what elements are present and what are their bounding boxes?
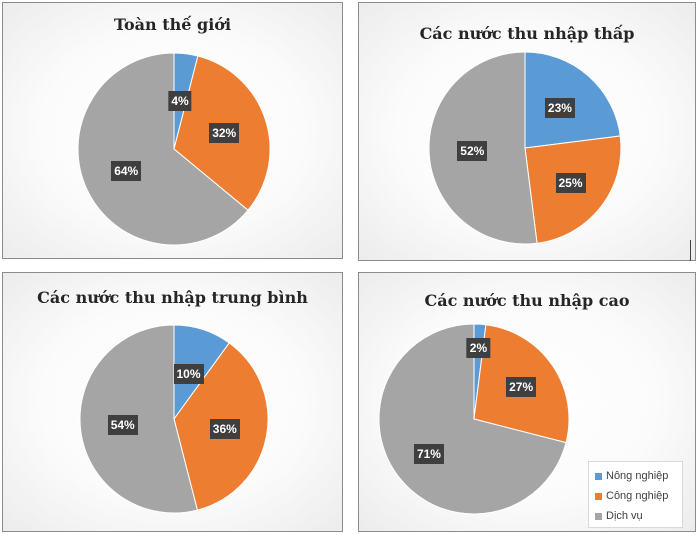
legend-item-dich-vu: Dịch vụ [595, 506, 682, 526]
chart-panel-world: Toàn thế giới 4% 32% 64% [2, 2, 343, 259]
pie-slice-dich-vu [378, 323, 567, 515]
data-label: 54% [107, 415, 138, 436]
legend-label: Dịch vụ [606, 510, 643, 522]
chart-title: Các nước thu nhập trung bình [37, 288, 308, 307]
legend-item-cong-nghiep: Công nghiệp [595, 486, 682, 506]
legend-item-nong-nghiep: Nông nghiệp [595, 466, 682, 486]
legend-swatch [595, 512, 602, 520]
pie-slice-dich-vu [79, 324, 198, 514]
data-label: 23% [544, 98, 575, 119]
chart-title: Các nước thu nhập thấp [419, 24, 635, 43]
data-label: 64% [111, 161, 142, 182]
chart-panel-low-income: Các nước thu nhập thấp 23% 25% 52% [358, 2, 696, 261]
data-label: 25% [555, 173, 586, 194]
legend-label: Nông nghiệp [606, 470, 669, 482]
data-label: 27% [506, 376, 537, 397]
divider-tick [690, 240, 691, 261]
data-label: 32% [209, 122, 240, 143]
legend: Nông nghiệp Công nghiệp Dịch vụ [588, 461, 683, 528]
data-label: 4% [168, 91, 192, 112]
pie-slice-dich-vu [77, 52, 249, 246]
chart-panel-middle-income: Các nước thu nhập trung bình 10% 36% 54% [2, 272, 343, 532]
chart-title: Toàn thế giới [113, 15, 232, 34]
data-label: 2% [466, 337, 491, 358]
data-label: 52% [457, 141, 488, 162]
data-label: 71% [413, 443, 444, 464]
data-label: 36% [209, 418, 240, 439]
legend-swatch [595, 492, 602, 500]
pie-chart [77, 52, 271, 246]
chart-title: Các nước thu nhập cao [424, 291, 630, 310]
legend-swatch [595, 472, 602, 480]
legend-label: Công nghiệp [606, 490, 669, 502]
data-label: 10% [173, 364, 204, 385]
